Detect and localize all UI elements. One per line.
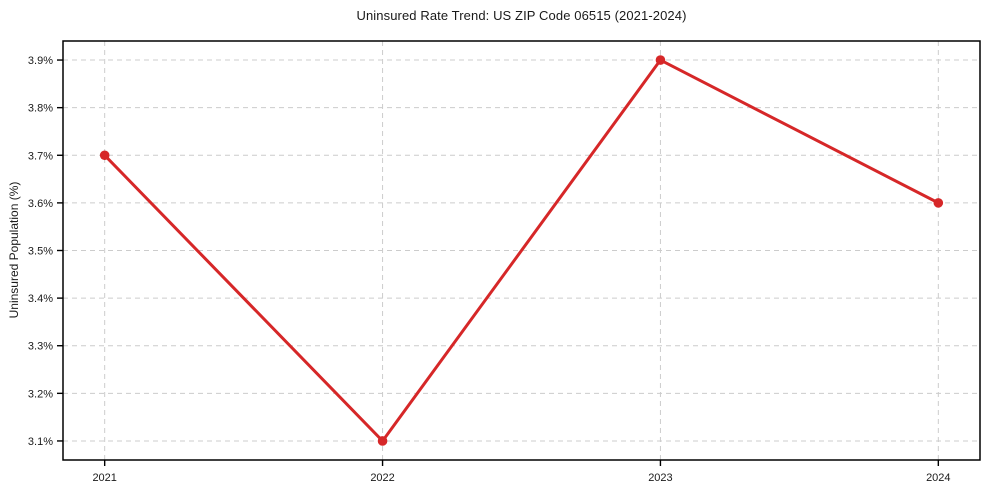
x-tick-label: 2023 xyxy=(648,472,672,484)
y-tick-label: 3.9% xyxy=(28,55,53,67)
chart-title: Uninsured Rate Trend: US ZIP Code 06515 … xyxy=(356,8,687,23)
data-point xyxy=(99,150,110,161)
y-tick-label: 3.5% xyxy=(28,246,53,258)
y-tick-label: 3.2% xyxy=(28,388,53,400)
y-tick-label: 3.3% xyxy=(28,341,53,353)
data-point xyxy=(933,198,944,208)
y-tick-label: 3.6% xyxy=(28,198,53,210)
y-tick-label: 3.8% xyxy=(28,103,53,115)
y-tick-label: 3.4% xyxy=(28,293,53,305)
x-tick-label: 2022 xyxy=(370,472,394,484)
data-line xyxy=(103,58,940,443)
y-tick-label: 3.7% xyxy=(28,150,53,162)
x-tick-label: 2024 xyxy=(926,472,950,484)
data-point xyxy=(377,436,388,446)
y-tick-label: 3.1% xyxy=(28,436,53,448)
data-point xyxy=(655,55,666,65)
x-tick-label: 2021 xyxy=(92,472,116,484)
